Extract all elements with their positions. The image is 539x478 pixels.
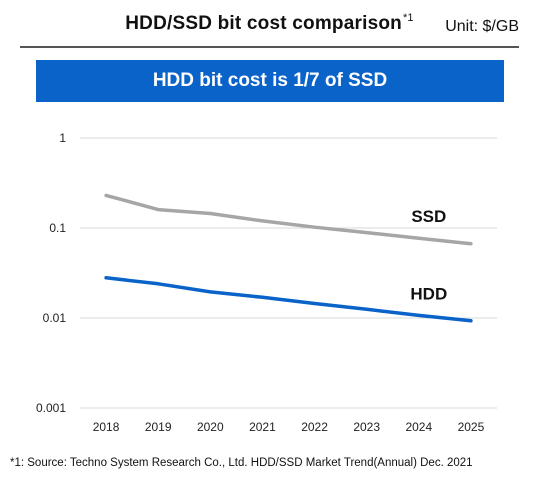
y-axis-ticks: 1 0.1 0.01 0.001 (36, 131, 66, 415)
series-lines (104, 193, 473, 323)
x-tick-label: 2023 (353, 420, 380, 434)
source-footnote: *1: Source: Techno System Research Co., … (10, 457, 473, 469)
headline-banner: HDD bit cost is 1/7 of SSD (36, 60, 504, 102)
x-tick-label: 2024 (405, 420, 432, 434)
y-tick-label: 1 (59, 131, 66, 145)
data-point-ssd (208, 211, 212, 215)
x-tick-label: 2025 (458, 420, 485, 434)
data-point-hdd (104, 276, 108, 280)
data-point-hdd (417, 313, 421, 317)
data-point-hdd (208, 290, 212, 294)
data-point-ssd (469, 242, 473, 246)
series-labels: SSD HDD (410, 207, 447, 303)
data-point-hdd (156, 282, 160, 286)
footnote-marker: *1 (402, 12, 414, 24)
grid-lines (80, 137, 497, 409)
x-axis-ticks: 2018 2019 2020 2021 2022 2023 2024 2025 (93, 420, 485, 434)
data-point-ssd (260, 219, 264, 223)
headline-text: HDD bit cost is 1/7 of SSD (152, 70, 388, 91)
series-line-hdd (104, 276, 473, 323)
data-point-hdd (469, 319, 473, 323)
data-point-hdd (365, 307, 369, 311)
data-point-ssd (365, 231, 369, 235)
data-point-ssd (156, 208, 160, 212)
y-tick-label: 0.001 (36, 401, 66, 415)
chart-title-text: HDD/SSD bit cost comparison (125, 13, 402, 34)
series-label-hdd: HDD (410, 284, 447, 303)
x-tick-label: 2020 (197, 420, 224, 434)
x-tick-label: 2019 (145, 420, 172, 434)
x-tick-label: 2022 (301, 420, 328, 434)
data-point-ssd (104, 193, 108, 197)
data-point-hdd (260, 295, 264, 299)
y-tick-label: 0.01 (43, 311, 67, 325)
y-tick-label: 0.1 (49, 221, 66, 235)
x-tick-label: 2018 (93, 420, 120, 434)
data-point-hdd (313, 301, 317, 305)
data-point-ssd (417, 236, 421, 240)
x-tick-label: 2021 (249, 420, 276, 434)
series-line-ssd (104, 193, 473, 246)
data-point-ssd (313, 225, 317, 229)
unit-label: Unit: $/GB (445, 18, 519, 35)
series-label-ssd: SSD (411, 207, 446, 226)
chart-title: HDD/SSD bit cost comparison*1 (0, 12, 539, 35)
title-divider (20, 46, 519, 48)
